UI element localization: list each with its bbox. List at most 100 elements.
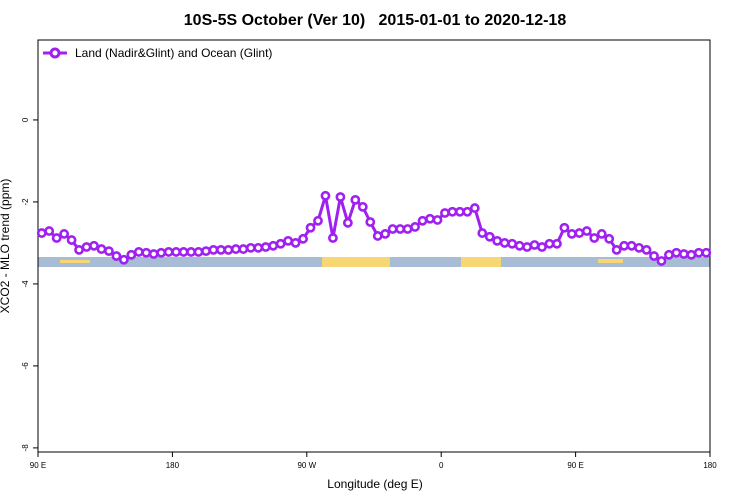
legend-label: Land (Nadir&Glint) and Ocean (Glint) <box>75 46 272 60</box>
data-point <box>574 228 585 238</box>
data-point <box>611 244 622 255</box>
x-tick-label: 180 <box>166 461 180 470</box>
data-point <box>634 242 644 253</box>
data-point <box>387 224 398 234</box>
data-point <box>686 249 697 260</box>
data-point <box>96 244 107 254</box>
data-point <box>529 240 540 250</box>
data-point <box>626 240 637 251</box>
data-point <box>230 244 241 254</box>
data-point <box>320 190 331 201</box>
data-point <box>342 217 353 228</box>
data-point <box>171 247 182 257</box>
data-point <box>59 229 70 239</box>
data-point <box>656 256 667 266</box>
y-tick-label: -8 <box>21 444 30 452</box>
data-point <box>566 229 577 239</box>
data-point <box>201 246 211 257</box>
data-point <box>51 233 62 243</box>
data-point <box>81 242 92 252</box>
data-point <box>372 231 383 241</box>
data-point <box>417 215 428 226</box>
data-point <box>693 247 704 258</box>
data-point <box>447 206 458 217</box>
data-point <box>522 242 532 252</box>
data-point <box>701 247 712 258</box>
data-point <box>514 240 525 251</box>
data-point <box>111 251 122 261</box>
data-point <box>350 194 361 205</box>
data-point <box>484 231 495 242</box>
data-point <box>619 240 630 251</box>
data-point <box>589 233 600 243</box>
data-point <box>552 238 562 249</box>
data-point <box>544 238 555 249</box>
data-point <box>649 251 659 261</box>
data-point <box>313 215 323 226</box>
data-point <box>133 247 144 257</box>
data-point <box>253 242 264 253</box>
x-tick-label: 90 W <box>297 461 316 470</box>
data-point <box>156 247 167 258</box>
data-point <box>380 229 391 239</box>
plot-frame <box>37 39 711 453</box>
y-tick-label: -2 <box>21 198 30 206</box>
data-point <box>507 238 518 249</box>
data-point <box>275 238 286 249</box>
data-point <box>477 228 488 238</box>
data-point <box>74 244 84 255</box>
data-point <box>223 244 234 255</box>
data-point <box>462 206 473 217</box>
data-point <box>410 222 420 232</box>
data-point <box>148 249 159 259</box>
y-tick-label: -6 <box>21 362 30 370</box>
land-patch <box>598 259 623 263</box>
data-point <box>440 208 450 218</box>
data-point <box>425 213 435 224</box>
data-point <box>268 240 279 251</box>
data-point <box>402 224 413 234</box>
data-point <box>141 247 152 258</box>
data-point <box>126 249 137 260</box>
data-point <box>499 238 510 248</box>
data-point <box>186 247 196 257</box>
land-patch <box>461 257 501 267</box>
data-point <box>596 229 607 239</box>
data-point <box>492 235 503 246</box>
data-point <box>357 201 368 212</box>
x-tick-label: 0 <box>439 461 444 470</box>
data-point <box>328 233 338 243</box>
y-tick-label: -4 <box>21 280 30 288</box>
data-point <box>469 203 480 213</box>
data-point <box>432 215 443 225</box>
data-point <box>678 249 689 259</box>
data-point <box>559 222 570 233</box>
land-patch <box>60 260 90 263</box>
data-point <box>118 254 129 265</box>
x-tick-label: 90 E <box>567 461 583 470</box>
data-point <box>104 246 114 257</box>
data-point <box>44 226 55 236</box>
data-point <box>178 247 189 257</box>
chart-title: 10S-5S October (Ver 10) 2015-01-01 to 20… <box>184 12 567 29</box>
data-point <box>581 226 592 236</box>
data-point <box>671 247 682 258</box>
data-point <box>66 235 77 245</box>
data-point <box>208 244 219 255</box>
data-point <box>335 192 346 202</box>
data-point <box>238 244 249 254</box>
data-point <box>298 233 308 244</box>
data-point <box>260 242 271 252</box>
data-point <box>283 235 294 246</box>
legend: Land (Nadir&Glint) and Ocean (Glint) <box>43 46 272 60</box>
data-point <box>537 242 547 252</box>
data-point <box>245 242 256 253</box>
data-point <box>216 244 226 255</box>
data-point <box>193 247 204 257</box>
data-point <box>36 228 47 238</box>
data-point <box>163 247 174 257</box>
y-tick-label: 0 <box>21 117 30 122</box>
x-axis-title: Longitude (deg E) <box>327 477 422 491</box>
map-band <box>38 257 710 267</box>
data-point <box>664 249 674 260</box>
